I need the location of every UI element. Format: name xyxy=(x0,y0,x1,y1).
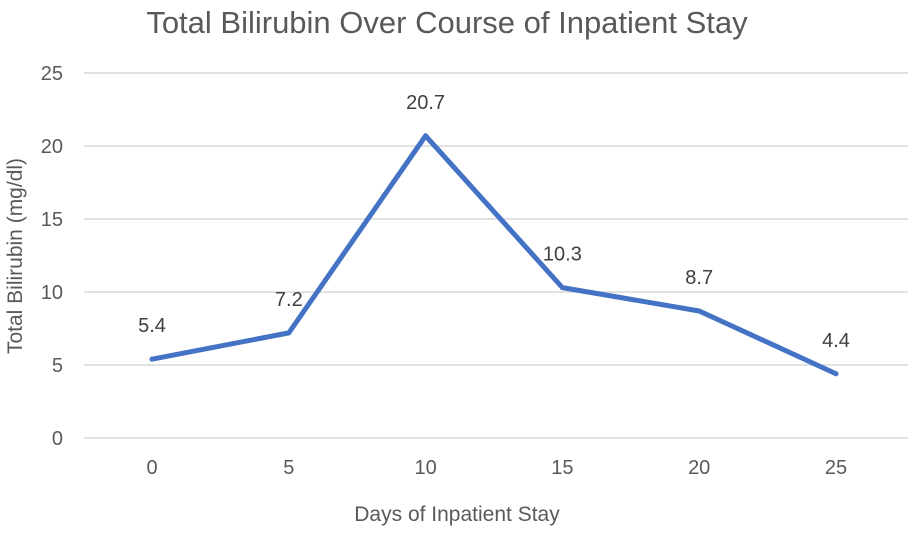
data-point xyxy=(149,356,155,362)
y-tick-label: 5 xyxy=(52,355,63,377)
y-tick-label: 0 xyxy=(52,428,63,450)
data-label: 5.4 xyxy=(138,315,166,337)
x-tick-label: 10 xyxy=(414,457,436,479)
data-label: 4.4 xyxy=(822,330,850,352)
data-label: 20.7 xyxy=(406,92,445,114)
y-tick-label: 10 xyxy=(41,282,63,304)
data-label: 10.3 xyxy=(543,244,582,266)
data-labels: 5.4 7.2 20.7 10.3 8.7 4.4 xyxy=(138,92,850,352)
data-point xyxy=(696,308,702,314)
y-axis-ticks: 0 5 10 15 20 25 xyxy=(41,63,63,450)
chart-title: Total Bilirubin Over Course of Inpatient… xyxy=(146,5,748,40)
y-tick-label: 15 xyxy=(41,209,63,231)
x-tick-label: 25 xyxy=(825,457,847,479)
x-tick-label: 20 xyxy=(688,457,710,479)
data-point xyxy=(286,330,292,336)
x-tick-label: 0 xyxy=(146,457,157,479)
data-label: 7.2 xyxy=(275,289,303,311)
data-point xyxy=(423,133,429,139)
series-line xyxy=(149,133,839,377)
x-axis-ticks: 0 5 10 15 20 25 xyxy=(146,457,847,479)
data-point xyxy=(559,285,565,291)
data-point xyxy=(833,371,839,377)
gridlines xyxy=(84,72,908,439)
x-tick-label: 15 xyxy=(551,457,573,479)
series-layer xyxy=(149,133,839,377)
x-axis-title: Days of Inpatient Stay xyxy=(354,503,560,526)
y-axis-title: Total Bilirubin (mg/dl) xyxy=(4,158,27,354)
y-tick-label: 25 xyxy=(41,63,63,85)
x-tick-label: 5 xyxy=(283,457,294,479)
y-tick-label: 20 xyxy=(41,136,63,158)
data-label: 8.7 xyxy=(685,267,713,289)
